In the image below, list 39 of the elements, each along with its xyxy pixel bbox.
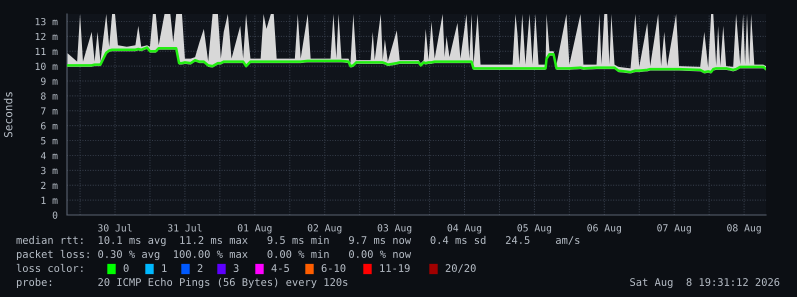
text: loss color: xyxy=(16,264,82,272)
y-tick-label: 1 m xyxy=(42,196,58,204)
text: 4-5 xyxy=(272,264,289,272)
x-tick-label: 05 Aug xyxy=(517,224,552,234)
text: 6-10 xyxy=(322,264,346,272)
text: packet loss: 0.30 % avg 100.00 % max 0.00 % min 0.00 % now xyxy=(16,250,412,260)
y-tick-label: 11 m xyxy=(36,48,58,55)
x-tick-label: 08 Aug xyxy=(727,224,761,234)
text: 0 xyxy=(124,264,129,272)
x-tick-label: 07 Aug xyxy=(657,224,691,234)
x-tick-label: 31 Jul xyxy=(168,224,202,232)
y-tick-label: 5 m xyxy=(41,137,58,144)
y-tick-label: 13 m xyxy=(36,18,58,26)
text: 3 xyxy=(234,264,238,272)
x-tick-label: 04 Aug xyxy=(448,224,482,234)
y-tick-label: 12 m xyxy=(36,32,58,40)
y-tick-label: 7 m xyxy=(41,107,58,114)
y-tick-label: 9 m xyxy=(41,78,58,85)
x-tick-label: 30 Jul xyxy=(98,224,132,232)
x-tick-label: 03 Aug xyxy=(378,224,412,234)
line-series xyxy=(67,46,766,74)
y-tick-label: 3 m xyxy=(41,166,58,174)
text: 11-19 xyxy=(380,264,410,272)
y-tick-label: 2 m xyxy=(41,182,58,189)
y-axis-title: Seconds xyxy=(4,92,12,138)
text: 1 xyxy=(162,264,167,272)
text: probe: 20 ICMP Echo Pings (56 Bytes) every 120s xyxy=(16,278,348,288)
y-tick-label: 8 m xyxy=(41,92,58,100)
text: 2 xyxy=(198,264,202,272)
x-tick-label: 06 Aug xyxy=(587,224,621,234)
y-tick-label: 10 m xyxy=(36,62,58,70)
y-tick-label: 0 xyxy=(52,212,58,219)
text: median rtt: 10.1 ms avg 11.2 ms max 9.5 ms min 9.7 ms now 0.4 ms sd 24.5 am/s xyxy=(16,236,580,246)
text: 20/20 xyxy=(446,264,476,273)
x-tick-label: 02 Aug xyxy=(308,224,342,234)
y-tick-label: 4 m xyxy=(40,152,58,160)
x-tick-label: 01 Aug xyxy=(238,224,272,234)
text: Sat Aug 8 19:31:12 2026 xyxy=(630,278,780,288)
y-tick-label: 6 m xyxy=(41,122,58,130)
